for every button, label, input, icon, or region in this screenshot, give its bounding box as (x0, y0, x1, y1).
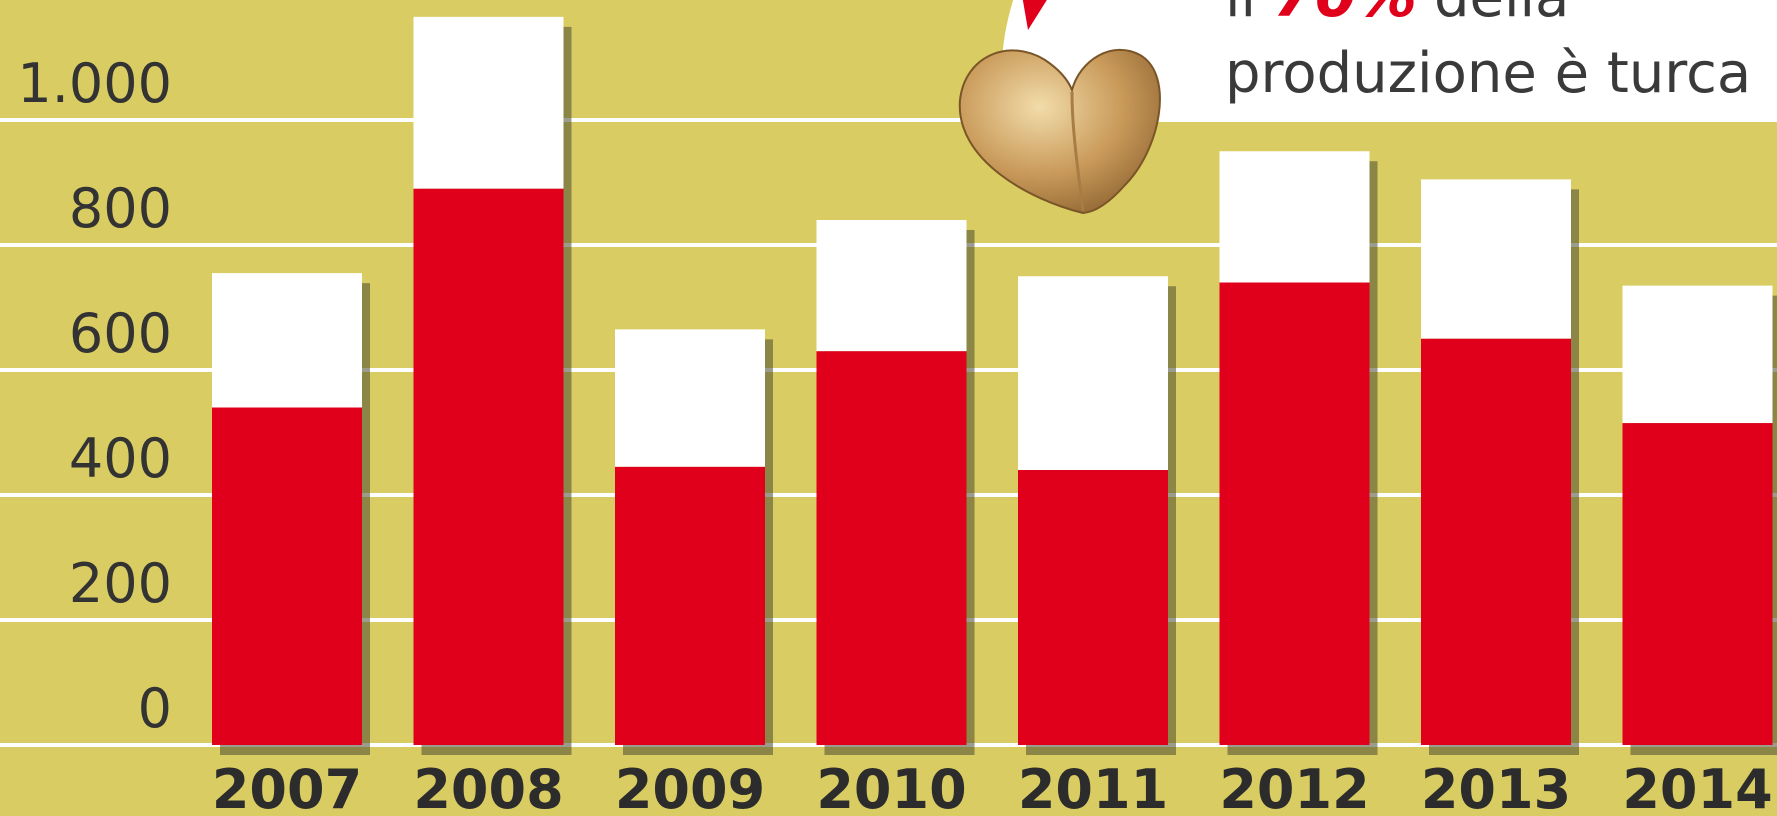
bar-bottom-segment (413, 188, 564, 745)
x-tick-label: 2010 (816, 758, 966, 816)
bar-bottom-segment (1018, 470, 1168, 745)
bar-top-segment (816, 220, 967, 352)
y-tick-label: 800 (69, 177, 172, 240)
y-tick-label: 1.000 (17, 52, 172, 115)
hazelnut-icon (958, 49, 1161, 215)
bar-bottom-segment (1219, 282, 1370, 745)
x-tick-label: 2014 (1622, 758, 1772, 816)
callout-suffix: della (1434, 0, 1569, 30)
x-axis-ticks: 2007 2008 2009 2010 2011 2012 2013 2014 (212, 758, 1773, 816)
callout-red-corner (1022, 0, 1047, 30)
x-tick-label: 2011 (1018, 758, 1168, 816)
bar-bottom-segment (212, 407, 362, 745)
bar-bottom-segment (1622, 423, 1773, 745)
x-tick-label: 2012 (1219, 758, 1369, 816)
bar-bottom-segment (816, 351, 967, 745)
y-tick-label: 400 (69, 427, 172, 490)
x-tick-label: 2008 (413, 758, 563, 816)
callout-line2: produzione è turca (1225, 41, 1751, 106)
bars (212, 16, 1777, 755)
bar-top-segment (1219, 151, 1370, 283)
callout: il 70% della produzione è turca (958, 0, 1777, 215)
callout-highlight: 70% (1273, 0, 1417, 31)
bar-top-segment (615, 329, 765, 467)
callout-panel (1002, 0, 1777, 118)
y-tick-label: 200 (69, 552, 172, 615)
bar-top-segment (1018, 276, 1168, 470)
bar-bottom-segment (615, 466, 765, 745)
callout-prefix: il (1225, 0, 1256, 30)
bar-top-segment (212, 273, 362, 408)
y-axis-ticks: 0 200 400 600 800 1.000 (17, 52, 172, 740)
x-tick-label: 2007 (212, 758, 362, 816)
bar-top-segment (1622, 285, 1773, 424)
x-tick-label: 2009 (615, 758, 765, 816)
bar-bottom-segment (1421, 338, 1571, 745)
bar-top-segment (1421, 179, 1571, 339)
y-tick-label: 600 (69, 302, 172, 365)
y-tick-label: 0 (138, 677, 172, 740)
x-tick-label: 2013 (1421, 758, 1571, 816)
svg-text:il 70% della: il 70% della (1225, 0, 1569, 31)
bar-top-segment (413, 16, 564, 189)
